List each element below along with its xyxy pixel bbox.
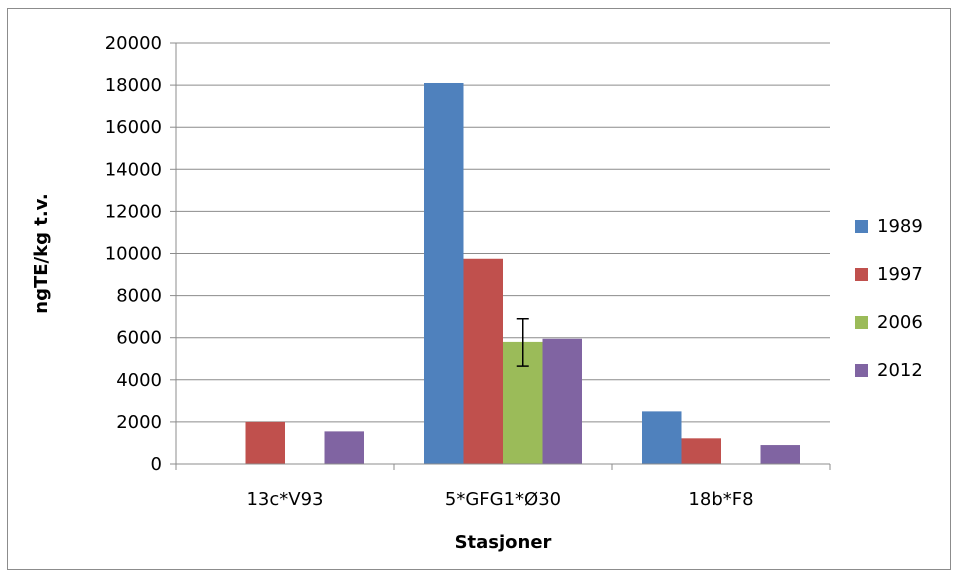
y-tick-label: 0	[151, 454, 162, 475]
bar	[542, 338, 582, 464]
legend-swatch	[855, 316, 868, 329]
bar	[681, 438, 721, 464]
bars	[245, 82, 800, 465]
legend-swatch	[855, 268, 868, 281]
legend-label: 1989	[877, 216, 923, 237]
x-axis-title: Stasjoner	[455, 532, 552, 553]
y-tick-label: 16000	[105, 117, 162, 138]
x-tick-label: 13c*V93	[246, 489, 323, 510]
y-tick-labels: 0 2000 4000 6000 8000 10000 12000 14000 16000 180…	[105, 33, 162, 475]
bar	[642, 411, 682, 464]
bar	[424, 82, 464, 465]
legend-swatch	[855, 220, 868, 233]
legend-label: 2012	[877, 360, 923, 381]
x-tick-labels: 13c*V93 5*GFG1*Ø30 18b*F8	[246, 489, 753, 510]
legend-swatch	[855, 364, 868, 377]
bar	[463, 258, 503, 464]
y-tick-label: 14000	[105, 159, 162, 180]
y-tick-label: 20000	[105, 33, 162, 54]
y-tick-label: 10000	[105, 244, 162, 265]
legend: 1989 1997 2006 2012	[855, 216, 923, 381]
y-tick-label: 18000	[105, 75, 162, 96]
y-tick-label: 2000	[116, 412, 162, 433]
error-bars	[516, 318, 529, 367]
y-axis-title: ngTE/kg t.v.	[31, 193, 52, 314]
axes	[175, 43, 831, 470]
legend-label: 1997	[877, 264, 923, 285]
y-tick-label: 4000	[116, 370, 162, 391]
x-tick-label: 5*GFG1*Ø30	[445, 489, 561, 510]
bar	[245, 421, 285, 464]
legend-label: 2006	[877, 312, 923, 333]
x-tick-label: 18b*F8	[688, 489, 753, 510]
y-tick-label: 8000	[116, 286, 162, 307]
y-tick-label: 12000	[105, 201, 162, 222]
bar	[324, 431, 364, 464]
y-tick-label: 6000	[116, 328, 162, 349]
bar	[760, 445, 800, 464]
